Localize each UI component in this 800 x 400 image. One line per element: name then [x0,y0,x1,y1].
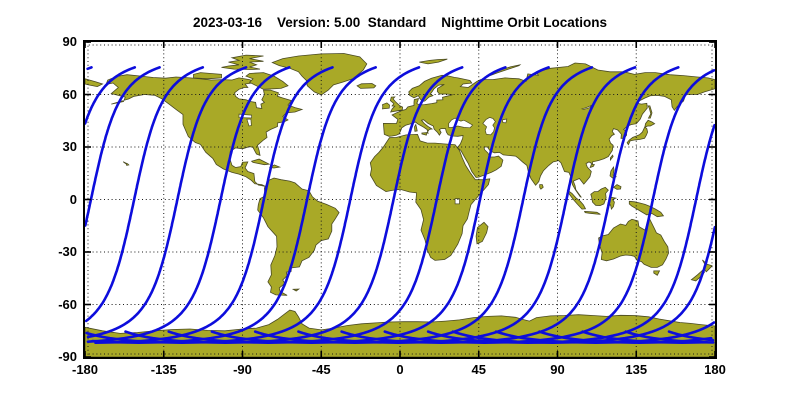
landmass-japan [626,119,656,146]
orbit-track-8 [124,66,464,344]
landmass-victoria-island [193,72,222,80]
landmass-sakhalin [647,105,653,119]
landmass-mindanao [612,184,622,190]
x-tick-label-90: 90 [550,362,565,377]
landmass-new-guinea [628,200,665,218]
landmass-antarctica [85,309,715,357]
lake-caspian-sea [482,117,496,136]
orbit-track-4 [86,66,708,344]
landmass-iceland [356,83,377,89]
orbit-track-12 [297,66,637,344]
map-plot-area [83,40,717,359]
x-tick-label--45: -45 [311,362,331,377]
y-tick-label--90: -90 [58,349,77,364]
landmass-falkland-islands [291,288,301,292]
orbit-track-6 [91,66,715,344]
landmass-ireland [382,102,390,110]
landmass-great-britain [389,96,404,113]
x-tick-label-135: 135 [625,362,648,377]
orbit-track-11 [253,66,594,344]
y-tick-label-90: 90 [62,34,77,49]
orbit-track-15 [85,66,715,344]
lake-lake-victoria [454,198,460,205]
landmass-cuba [250,158,271,166]
landmass-taiwan [610,154,614,162]
landmass-tasmania [653,270,661,276]
landmass-hainan [589,164,595,169]
y-tick-label-0: 0 [69,191,77,207]
landmass-eurasia [382,62,715,198]
landmass-ellesmere-archipelago [221,54,264,70]
x-tick-label-180: 180 [704,362,726,377]
landmass-hispaniola [268,164,282,169]
landmass-corsica-sardinia [414,123,418,132]
x-tick-label--180: -180 [71,362,99,377]
lake-aral-sea [501,118,508,124]
y-tick-label--30: -30 [58,244,77,259]
plot-title: 2023-03-16 Version: 5.00 Standard Nightt… [192,15,608,30]
landmass-hawaii [122,161,130,166]
y-tick-label--60: -60 [58,296,77,312]
y-tick-label-60: 60 [62,86,77,102]
landmass-sri-lanka [539,184,544,190]
landmass-chukotka-west-edge [85,78,104,88]
landmass-australia [598,217,670,268]
landmass-new-zealand-south [690,269,706,282]
lake-lake-baikal [580,104,593,110]
orbit-track-10 [210,66,550,344]
y-tick-label-30: 30 [62,139,77,154]
x-tick-label--135: -135 [150,362,177,377]
x-tick-label-0: 0 [396,362,404,377]
landmass-borneo [590,186,609,207]
landmass-sumatra [566,189,587,210]
orbit-track-5 [94,66,715,344]
landmass-svalbard [419,58,448,65]
landmass-java [583,210,601,215]
orbit-track-9 [167,66,507,344]
landmass-madagascar [475,221,489,245]
world-map-svg [85,42,715,357]
x-tick-label-45: 45 [471,362,486,377]
orbit-track-14 [86,66,715,344]
orbit-track-13 [340,66,680,344]
landmass-sicily [421,132,428,136]
landmass-north-america [105,74,304,187]
lake-lake-michigan-huron [246,118,252,127]
x-tick-label--90: -90 [233,362,252,377]
